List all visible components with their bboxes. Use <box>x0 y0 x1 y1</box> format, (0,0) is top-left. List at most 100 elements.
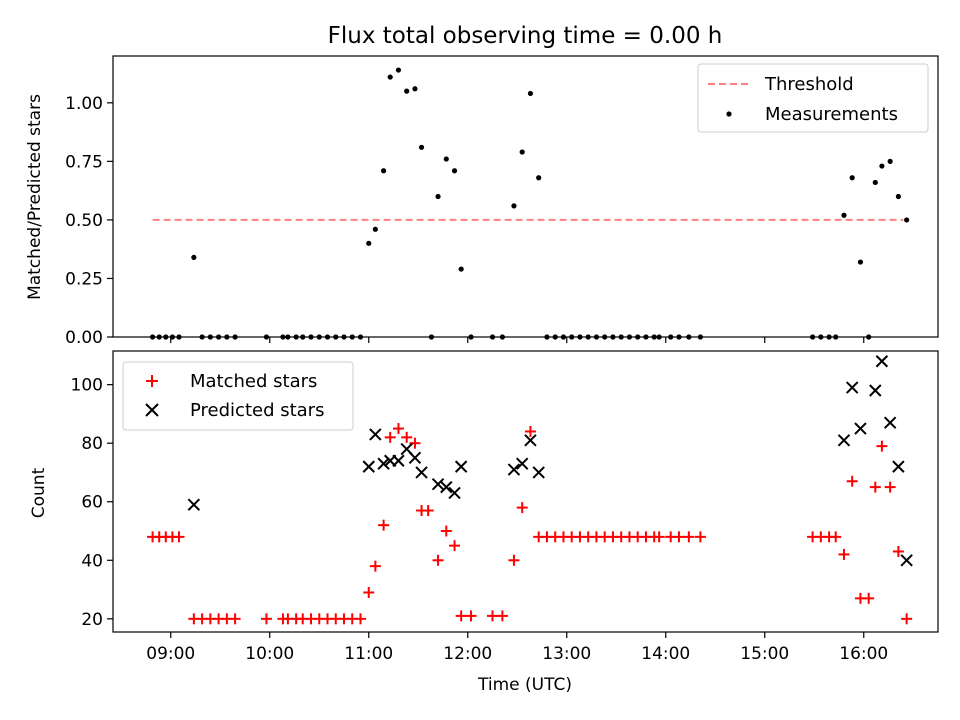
legend-measurements-label: Measurements <box>765 104 898 125</box>
matched-star-point <box>422 505 434 517</box>
predicted-star-point-b <box>377 457 390 470</box>
predicted-star-point-b <box>507 463 521 476</box>
legend-matched-swatch <box>146 375 158 387</box>
predicted-star-point <box>515 457 529 470</box>
matched-star-point <box>432 554 444 566</box>
measurement-point <box>511 203 517 209</box>
y-tick-label: 100 <box>71 376 103 396</box>
legend-threshold-label: Threshold <box>764 74 854 95</box>
measurement-point <box>412 86 418 92</box>
matched-star-point <box>838 548 850 560</box>
measurement-point <box>536 175 542 181</box>
legend-predicted-swatch <box>145 403 159 417</box>
predicted-star-point-b <box>392 454 405 467</box>
measurement-point <box>857 259 864 265</box>
predicted-star-point <box>837 434 851 447</box>
matched-star-point <box>384 431 396 443</box>
legend-measurements-swatch <box>726 111 732 117</box>
matched-star-point <box>363 586 375 598</box>
matched-star-point <box>392 423 404 435</box>
measurement-point <box>404 88 410 94</box>
matched-star-point <box>830 531 842 543</box>
predicted-star-point <box>854 422 867 435</box>
measurement-point <box>879 163 885 169</box>
predicted-star-point <box>845 381 859 394</box>
y-axis-label-top: Matched/Predicted stars <box>25 94 45 300</box>
top-legend-box <box>697 63 929 133</box>
matched-star-point <box>487 610 498 622</box>
predicted-star-point <box>362 460 375 473</box>
chart-title: Flux total observing time = 0.00 h <box>328 23 723 49</box>
measurement-point <box>366 240 372 246</box>
predicted-star-point-b <box>875 355 889 368</box>
y-tick-label: 0.75 <box>65 152 103 172</box>
top-plot-area <box>150 67 910 340</box>
predicted-star-point-b <box>515 457 529 470</box>
predicted-star-point <box>392 454 405 467</box>
x-axis-label: Time (UTC) <box>477 675 572 695</box>
bottom-panel: Count Time (UTC) 20 40 60 80 100 09:00 10:00 1… <box>29 350 939 695</box>
measurement-point <box>387 74 393 80</box>
predicted-star-point-b <box>369 428 382 441</box>
x-ticks-top <box>170 337 865 343</box>
predicted-star-point-b <box>408 451 422 465</box>
bottom-legend-box <box>122 361 354 431</box>
measurement-point <box>841 212 847 218</box>
matched-star-point <box>465 610 477 622</box>
matched-star-point <box>401 431 413 443</box>
predicted-star-point <box>507 463 521 476</box>
matched-star-point <box>455 610 467 622</box>
matched-star-point <box>901 613 913 625</box>
bottom-legend: Matched stars Predicted stars <box>122 361 354 431</box>
measurement-point <box>849 175 855 181</box>
matched-star-point <box>524 425 536 437</box>
predicted-star-point-b <box>532 466 545 479</box>
top-axes-frame <box>112 55 939 338</box>
measurement-point <box>519 149 525 155</box>
predicted-star-point <box>532 466 545 479</box>
predicted-star-point <box>440 480 453 494</box>
measurement-point <box>443 156 449 162</box>
predicted-star-point-b <box>440 480 453 494</box>
y-tick-label: 60 <box>81 493 103 513</box>
predicted-star-point <box>415 466 428 479</box>
y-tick-label: 0.50 <box>65 211 103 231</box>
measurement-point <box>381 168 387 174</box>
x-tick-label: 14:00 <box>641 644 690 664</box>
bottom-axes-frame <box>112 350 939 633</box>
y-tick-label: 0.00 <box>65 328 103 348</box>
legend-matched-label: Matched stars <box>190 371 317 392</box>
predicted-star-point-b <box>187 498 201 511</box>
predicted-star-point-b <box>900 554 913 567</box>
x-tick-label: 16:00 <box>839 644 888 664</box>
predicted-star-point <box>524 434 537 447</box>
matched-star-point <box>260 613 272 625</box>
matched-star-point <box>694 531 706 543</box>
y-tick-label: 0.25 <box>65 269 103 289</box>
matched-star-point <box>378 519 390 531</box>
measurement-point <box>418 144 425 150</box>
matched-star-point <box>496 610 508 622</box>
x-tick-label: 09:00 <box>146 644 195 664</box>
legend-predicted-label: Predicted stars <box>190 400 324 421</box>
matched-star-point <box>653 531 665 543</box>
predicted-star-point <box>377 457 390 470</box>
matched-star-point <box>369 560 381 572</box>
predicted-star-point <box>408 451 422 465</box>
predicted-star-point <box>869 384 882 397</box>
measurement-point <box>191 254 197 260</box>
bottom-plot-area <box>147 355 913 625</box>
y-tick-label: 20 <box>81 610 103 630</box>
matched-star-point <box>508 554 520 566</box>
predicted-star-point-b <box>883 416 897 429</box>
matched-star-point <box>673 531 685 543</box>
predicted-star-point-b <box>837 434 851 447</box>
matched-star-point <box>516 502 528 514</box>
measurement-point <box>458 266 464 272</box>
measurement-point <box>904 217 910 223</box>
predicted-star-point <box>892 460 905 473</box>
matched-star-point <box>869 481 881 493</box>
matched-star-point <box>863 592 875 604</box>
matched-star-point <box>355 613 366 625</box>
